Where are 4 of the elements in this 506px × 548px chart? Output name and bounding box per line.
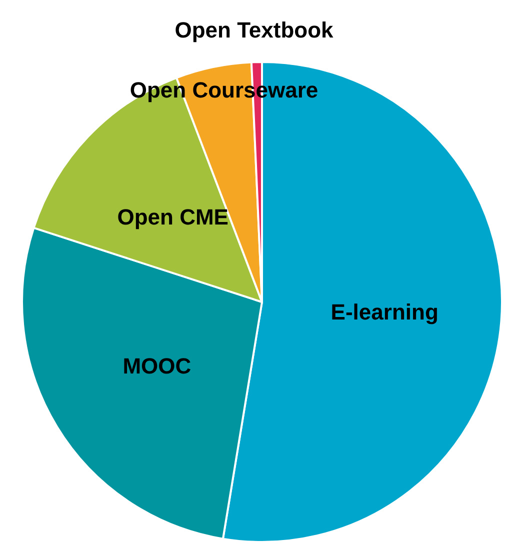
slice-label: MOOC [122,353,192,378]
slice-label: Open CME [117,204,228,230]
slice-label: E-learning [330,300,438,325]
slice-label: Open Textbook [174,18,334,42]
